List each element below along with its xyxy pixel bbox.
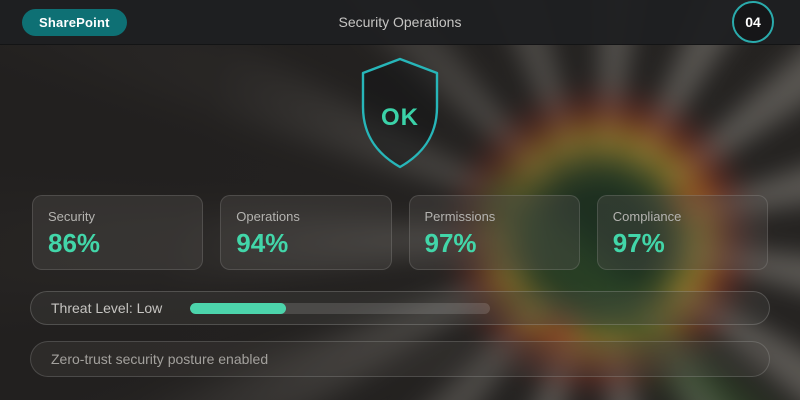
shield-icon: [361, 57, 439, 169]
footer-status-pill: Zero-trust security posture enabled: [30, 341, 770, 377]
top-bar: SharePoint Security Operations 04: [0, 0, 800, 45]
stat-card-operations[interactable]: Operations 94%: [220, 195, 392, 270]
stat-value: 94%: [236, 228, 289, 258]
stat-label: Compliance: [612, 209, 682, 224]
shield-status: OK: [358, 56, 442, 170]
stat-label: Permissions: [424, 209, 496, 224]
stat-value: 86%: [48, 228, 101, 258]
stat-card-compliance[interactable]: Compliance 97%: [596, 195, 768, 270]
footer-message: Zero-trust security posture enabled: [51, 351, 269, 367]
stat-label: Operations: [236, 209, 300, 224]
threat-level-label: Threat Level: Low: [51, 300, 163, 316]
page-number-badge: 04: [732, 1, 774, 43]
stats-row: Security 86% Operations 94% Permissions …: [32, 195, 768, 270]
stat-card-permissions[interactable]: Permissions 97%: [408, 195, 580, 270]
shield-status-label: OK: [381, 104, 419, 131]
threat-level-bar: Threat Level: Low: [30, 291, 770, 325]
stat-value: 97%: [424, 228, 477, 258]
sharepoint-brand-button[interactable]: SharePoint: [22, 8, 127, 36]
stat-card-security[interactable]: Security 86%: [32, 195, 204, 270]
stat-label: Security: [48, 209, 95, 224]
threat-progress-fill: [190, 303, 286, 314]
stat-value: 97%: [612, 228, 665, 258]
threat-progress-track: [190, 303, 490, 314]
